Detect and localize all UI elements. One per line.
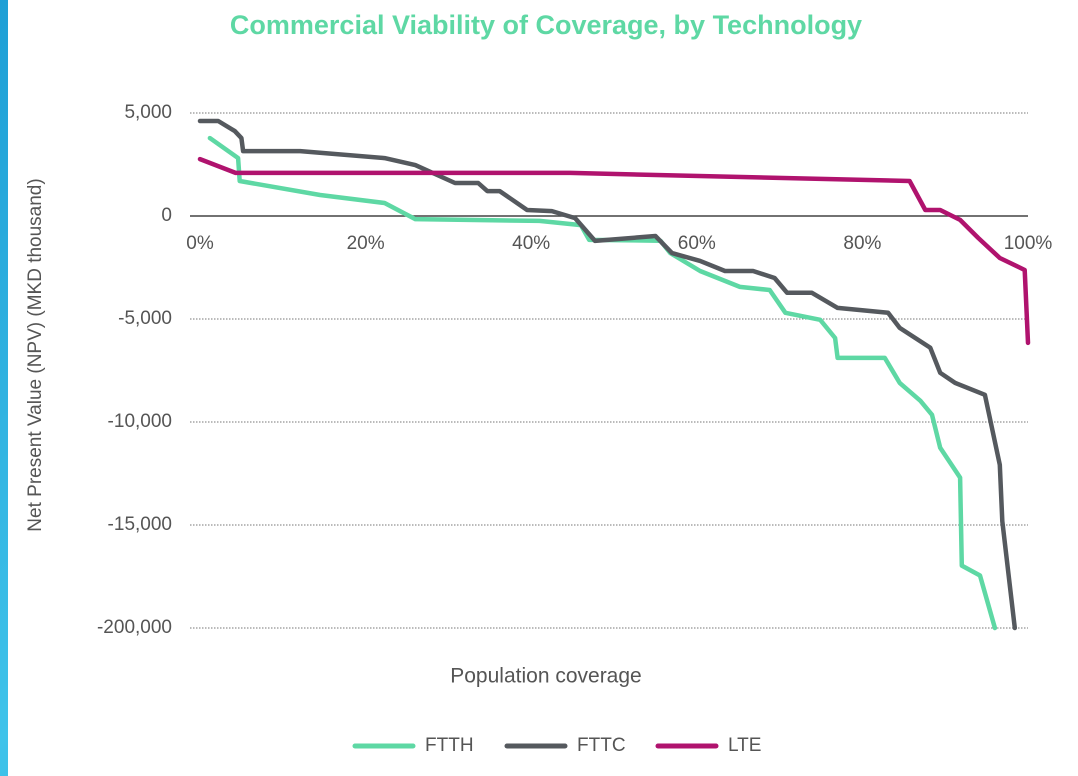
legend-label: FTTC [577, 735, 626, 756]
y-tick-label: -200,000 [97, 617, 172, 638]
chart-title: Commercial Viability of Coverage, by Tec… [230, 10, 862, 40]
y-tick-label: -10,000 [108, 411, 172, 432]
y-tick-label: -15,000 [108, 514, 172, 535]
panel [8, 0, 1078, 776]
y-axis-label: Net Present Value (NPV) (MKD thousand) [25, 178, 46, 531]
x-tick-label: 20% [347, 233, 385, 254]
x-tick-label: 80% [843, 233, 881, 254]
y-tick-label: 0 [161, 205, 172, 226]
x-axis-label: Population coverage [450, 665, 641, 688]
series-line [197, 118, 1018, 631]
y-tick-label: 5,000 [124, 102, 172, 123]
series-line [197, 156, 1031, 346]
x-tick-label: 0% [186, 233, 214, 254]
x-tick-label: 100% [1004, 233, 1053, 254]
series-line [207, 135, 998, 631]
legend-label: FTTH [425, 735, 474, 756]
x-tick-label: 60% [678, 233, 716, 254]
x-tick-label: 40% [512, 233, 550, 254]
legend-label: LTE [728, 735, 761, 756]
y-tick-label: -5,000 [118, 308, 172, 329]
